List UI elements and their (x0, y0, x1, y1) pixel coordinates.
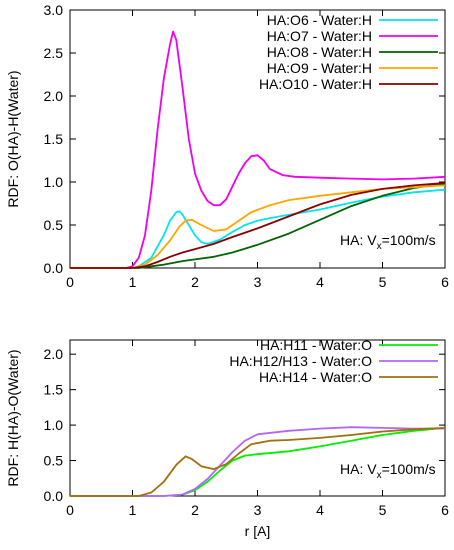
legend-label-2: HA:O7 - Water:H (267, 28, 372, 44)
legend-label-1: HA:O6 - Water:H (267, 12, 372, 28)
annotation-subscript: x (377, 470, 382, 481)
y-axis-title: RDF: H(HA)-O(Water) (5, 349, 21, 486)
legend-label-5: HA:O10 - Water:H (259, 76, 372, 92)
x-tick-label: 5 (379, 502, 387, 518)
x-tick-label: 0 (66, 502, 74, 518)
series-line-5 (70, 182, 446, 269)
velocity-annotation: HA: Vx=100m/s (340, 232, 436, 252)
y-tick-label: 0.0 (44, 260, 64, 276)
x-tick-label: 0 (66, 274, 74, 290)
y-tick-label: 0.5 (44, 453, 64, 469)
legend-label-1: HA:H11 - Water:O (260, 337, 372, 353)
legend-label-2: HA:H12/H13 - Water:O (229, 353, 372, 369)
series-line-1 (70, 188, 446, 269)
x-tick-label: 1 (129, 274, 137, 290)
series-line-2 (70, 30, 446, 269)
x-tick-label: 2 (191, 274, 199, 290)
annotation-main: HA: V (340, 461, 377, 477)
annotation-tail: =100m/s (382, 461, 436, 477)
series-line-3 (70, 182, 446, 269)
y-axis-title: RDF: O(HA)-H(Water) (5, 70, 21, 207)
x-tick-label: 5 (379, 274, 387, 290)
y-tick-label: 0.0 (44, 488, 64, 504)
annotation-tail: =100m/s (382, 232, 436, 248)
x-tick-label: 3 (254, 274, 262, 290)
y-tick-label: 1.5 (44, 131, 64, 147)
x-tick-label: 4 (316, 274, 324, 290)
legend-label-3: HA:H14 - Water:O (259, 369, 372, 385)
annotation-main: HA: V (340, 232, 377, 248)
y-tick-label: 2.0 (44, 346, 64, 362)
y-tick-label: 2.5 (44, 45, 64, 61)
y-tick-label: 1.0 (44, 174, 64, 190)
legend-label-4: HA:O9 - Water:H (267, 60, 372, 76)
x-tick-label: 4 (316, 502, 324, 518)
series-line-2 (70, 426, 445, 497)
y-tick-label: 1.5 (44, 382, 64, 398)
y-tick-label: 3.0 (44, 2, 64, 18)
chart-panel-2: 0 1 2 3 4 5 6 0.0 0.5 1.0 1.5 2.0 RDF: H(HA)-O(Water… (5, 337, 449, 539)
series-line-3 (70, 427, 446, 497)
y-tick-label: 0.5 (44, 217, 64, 233)
legend-label-3: HA:O8 - Water:H (267, 44, 372, 60)
x-tick-label: 6 (441, 502, 449, 518)
y-tick-label: 2.0 (44, 88, 64, 104)
y-tick-label: 1.0 (44, 417, 64, 433)
annotation-subscript: x (377, 241, 382, 252)
velocity-annotation: HA: Vx=100m/s (340, 461, 436, 481)
x-tick-label: 2 (191, 502, 199, 518)
series-line-4 (70, 184, 446, 269)
chart-panel-1: 0 1 2 3 4 5 6 0.0 0.5 1.0 1.5 2.0 2.5 3.0 RDF: O(HA)-H… (5, 2, 449, 290)
x-tick-label: 1 (129, 502, 137, 518)
x-axis-title: r [A] (245, 523, 271, 539)
x-tick-label: 6 (441, 274, 449, 290)
x-tick-label: 3 (254, 502, 262, 518)
